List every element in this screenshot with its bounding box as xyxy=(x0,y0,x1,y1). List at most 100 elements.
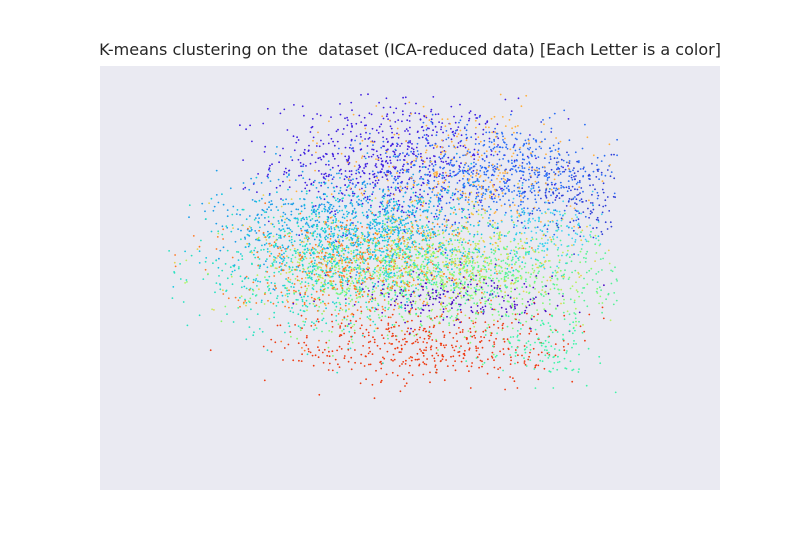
data-point xyxy=(531,264,534,267)
data-point xyxy=(387,337,389,340)
data-point xyxy=(408,236,411,239)
data-point xyxy=(391,297,394,300)
data-point xyxy=(478,240,481,242)
data-point xyxy=(361,243,364,246)
data-point xyxy=(461,216,463,219)
data-point xyxy=(556,283,558,286)
data-point xyxy=(351,228,353,231)
data-point xyxy=(494,221,496,224)
data-point xyxy=(513,190,516,192)
data-point xyxy=(369,224,372,227)
data-point xyxy=(361,202,364,205)
data-point xyxy=(211,308,214,311)
data-point xyxy=(331,233,334,235)
data-point xyxy=(418,233,421,235)
data-point xyxy=(491,224,494,226)
data-point xyxy=(378,230,381,233)
data-point xyxy=(425,202,427,205)
data-point xyxy=(517,257,520,260)
data-point xyxy=(449,196,452,199)
data-point xyxy=(259,280,262,283)
data-point xyxy=(401,110,404,113)
data-point xyxy=(435,275,438,278)
data-point xyxy=(494,131,497,134)
data-point xyxy=(493,197,496,200)
data-point xyxy=(390,215,393,218)
data-point xyxy=(430,271,433,274)
data-point xyxy=(254,279,257,282)
data-point xyxy=(317,131,319,134)
data-point xyxy=(459,271,462,274)
data-point xyxy=(550,181,553,184)
data-point xyxy=(315,273,318,275)
data-point xyxy=(348,155,350,158)
data-point xyxy=(409,258,411,261)
data-point xyxy=(413,241,416,244)
data-point xyxy=(295,141,298,144)
data-point xyxy=(425,124,428,127)
data-point xyxy=(310,213,313,215)
data-point xyxy=(438,209,441,212)
data-point xyxy=(567,118,570,120)
data-point xyxy=(295,265,298,268)
data-point xyxy=(467,262,470,265)
data-point xyxy=(310,209,313,212)
data-point xyxy=(262,209,265,212)
data-point xyxy=(532,271,535,274)
data-point xyxy=(506,300,509,303)
data-point xyxy=(492,353,495,356)
data-point xyxy=(515,246,517,249)
data-point xyxy=(385,252,388,255)
data-point xyxy=(369,251,371,254)
data-point xyxy=(438,175,440,178)
data-point xyxy=(542,119,544,121)
data-point xyxy=(433,176,436,178)
data-point xyxy=(321,330,323,333)
data-point xyxy=(464,227,467,230)
data-point xyxy=(455,160,458,163)
data-point xyxy=(251,140,253,143)
data-point xyxy=(295,233,298,236)
data-point xyxy=(349,233,352,236)
data-point xyxy=(315,215,318,218)
data-point xyxy=(487,284,490,287)
data-point xyxy=(215,194,218,196)
data-point xyxy=(460,162,462,165)
data-point xyxy=(518,170,521,173)
data-point xyxy=(515,255,517,258)
data-point xyxy=(431,319,434,322)
data-point xyxy=(431,144,434,147)
data-point xyxy=(382,281,385,284)
data-point xyxy=(424,173,427,176)
data-point xyxy=(350,338,353,341)
data-point xyxy=(392,233,394,236)
data-point xyxy=(500,178,503,180)
data-point xyxy=(474,292,477,295)
data-point xyxy=(497,196,500,198)
data-point xyxy=(423,166,425,168)
data-point xyxy=(359,247,362,249)
data-point xyxy=(490,262,493,265)
data-point xyxy=(271,262,274,265)
data-point xyxy=(381,130,384,133)
data-point xyxy=(599,295,602,298)
data-point xyxy=(436,131,438,134)
data-point xyxy=(495,188,497,191)
data-point xyxy=(358,114,361,117)
data-point xyxy=(323,210,326,213)
data-point xyxy=(282,211,285,214)
data-point xyxy=(361,170,364,172)
data-point xyxy=(410,259,413,262)
data-point xyxy=(210,230,213,233)
data-point xyxy=(395,225,398,228)
data-point xyxy=(304,187,307,190)
data-point xyxy=(427,193,429,196)
data-point xyxy=(445,229,447,231)
data-point xyxy=(345,318,348,321)
data-point xyxy=(233,265,236,268)
data-point xyxy=(473,181,475,184)
data-point xyxy=(513,184,516,187)
data-point xyxy=(451,192,454,195)
data-point xyxy=(182,301,185,303)
data-point xyxy=(403,159,406,162)
